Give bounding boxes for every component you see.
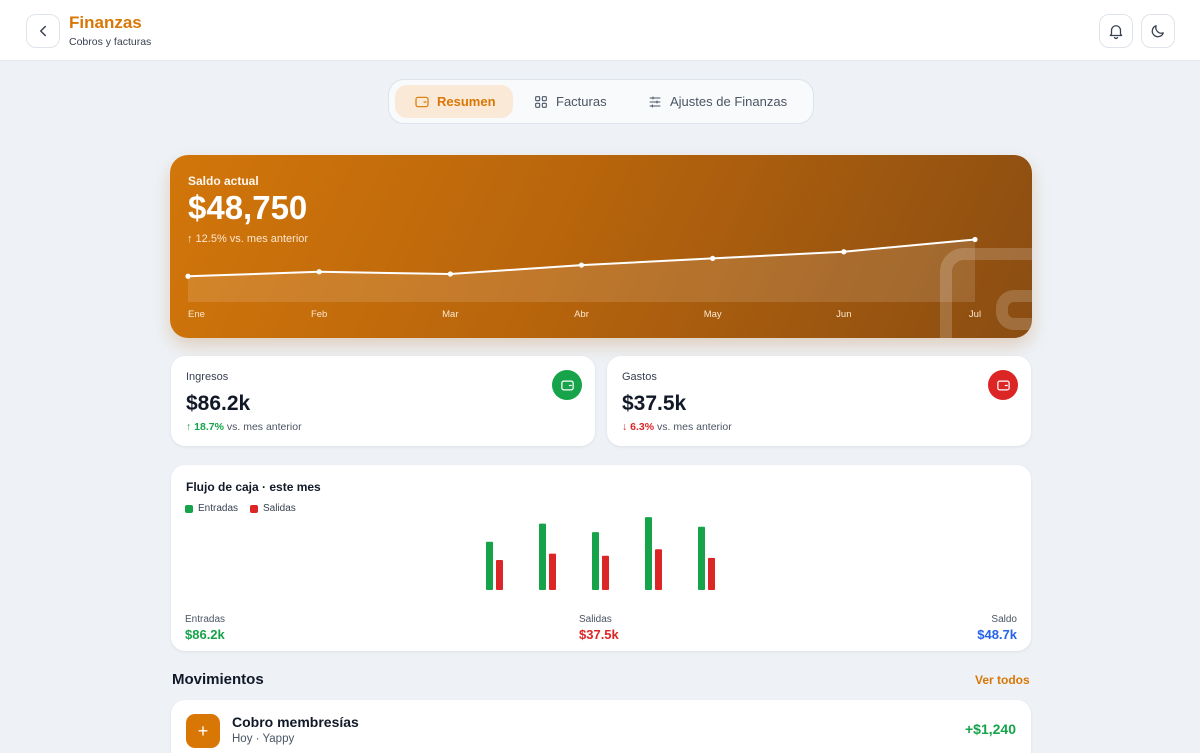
movements-title: Movimientos xyxy=(172,671,264,688)
balance-label: Saldo actual xyxy=(188,174,259,188)
expenses-change-suffix: vs. mes anterior xyxy=(657,421,732,433)
expenses-label: Gastos xyxy=(622,371,657,383)
expenses-change: ↓ 6.3% vs. mes anterior xyxy=(622,421,732,433)
legend-swatch-out xyxy=(250,504,258,513)
legend-out-label: Salidas xyxy=(263,503,296,514)
bar-salidas xyxy=(708,557,715,590)
summary-out-label: Salidas xyxy=(579,614,612,625)
balance-area xyxy=(188,239,975,302)
movement-amount: +$1,240 xyxy=(965,721,1016,737)
month-tick-label: Jul xyxy=(969,309,981,320)
legend-salidas: Salidas xyxy=(250,503,296,514)
tab-label: Facturas xyxy=(556,94,607,109)
month-tick-label: Abr xyxy=(574,309,589,320)
page-title: Finanzas xyxy=(69,13,142,32)
bar-salidas xyxy=(602,555,609,590)
balance-point xyxy=(447,271,453,277)
balance-point xyxy=(841,249,847,255)
income-change-suffix: vs. mes anterior xyxy=(226,421,302,433)
tab-label: Ajustes de Finanzas xyxy=(670,94,788,109)
income-label: Ingresos xyxy=(186,371,229,383)
balance-point xyxy=(710,255,716,262)
summary-out-value: $37.5k xyxy=(579,627,619,642)
balance-line-chart: Ene Feb Mar Abr May Jun Jul xyxy=(185,236,981,320)
month-tick-label: Feb xyxy=(311,309,327,320)
bar-entradas xyxy=(539,523,546,590)
legend-entradas: Entradas xyxy=(185,503,238,514)
movement-subtitle: Hoy · Yappy xyxy=(232,733,295,745)
month-tick-label: Mar xyxy=(442,309,458,320)
tab-facturas[interactable]: Facturas xyxy=(533,85,623,118)
plus-icon: + xyxy=(186,714,220,748)
expenses-value: $37.5k xyxy=(622,392,687,415)
bar-salidas xyxy=(496,560,503,590)
expenses-wallet-icon xyxy=(988,370,1018,400)
movement-item[interactable]: + Cobro membresías Hoy · Yappy +$1,240 xyxy=(171,700,1031,753)
income-value: $86.2k xyxy=(186,392,251,415)
cashflow-title: Flujo de caja · este mes xyxy=(186,480,321,494)
income-wallet-icon xyxy=(552,370,582,400)
legend-swatch-in xyxy=(185,504,193,513)
wallet-icon xyxy=(415,96,429,107)
bar-salidas xyxy=(655,549,662,590)
see-all-link[interactable]: Ver todos xyxy=(975,673,1030,687)
bar-entradas xyxy=(486,541,493,590)
cashflow-bar-chart xyxy=(486,517,715,590)
summary-balance-label: Saldo xyxy=(991,614,1017,625)
summary-balance-value: $48.7k xyxy=(977,627,1017,642)
grid-icon xyxy=(535,95,547,108)
back-icon xyxy=(40,25,46,37)
legend-in-label: Entradas xyxy=(198,503,239,514)
sliders-icon xyxy=(649,96,661,107)
balance-value: $48,750 xyxy=(188,189,308,226)
cashflow-card: Flujo de caja · este mes Entradas Salida… xyxy=(171,465,1031,651)
wallet-watermark-icon xyxy=(940,248,1032,338)
month-tick-label: May xyxy=(704,309,722,320)
page-subtitle: Cobros y facturas xyxy=(69,36,152,48)
income-change: ↑ 18.7% vs. mes anterior xyxy=(186,421,302,433)
income-card: Ingresos $86.2k ↑ 18.7% vs. mes anterior xyxy=(171,356,595,446)
month-tick-label: Jun xyxy=(836,309,851,320)
bar-entradas xyxy=(645,517,652,590)
tab-bar: Resumen Facturas Ajustes de Finanzas xyxy=(388,79,814,124)
month-tick-label: Ene xyxy=(188,309,205,320)
balance-card: Saldo actual $48,750 ↑ 12.5% vs. mes ant… xyxy=(170,155,1032,338)
back-button[interactable] xyxy=(26,14,60,48)
bar-entradas xyxy=(698,526,705,590)
notifications-button[interactable] xyxy=(1099,14,1133,48)
tab-ajustes[interactable]: Ajustes de Finanzas xyxy=(647,85,807,118)
balance-change: ↑ 12.5% vs. mes anterior xyxy=(187,233,309,245)
expenses-change-pct: ↓ 6.3% xyxy=(622,421,655,433)
summary-in-label: Entradas xyxy=(185,614,226,625)
bar-salidas xyxy=(549,553,556,590)
summary-in-value: $86.2k xyxy=(185,627,225,642)
balance-point xyxy=(972,236,978,243)
balance-point xyxy=(578,262,585,268)
app-header: Finanzas Cobros y facturas xyxy=(0,0,1200,61)
balance-point xyxy=(185,273,191,279)
moon-icon xyxy=(1151,25,1164,38)
income-change-pct: ↑ 18.7% xyxy=(186,421,224,433)
balance-point xyxy=(316,269,322,275)
tab-label: Resumen xyxy=(437,94,496,109)
movement-title: Cobro membresías xyxy=(232,714,359,730)
bar-entradas xyxy=(592,532,599,590)
expenses-card: Gastos $37.5k ↓ 6.3% vs. mes anterior xyxy=(607,356,1031,446)
theme-toggle-button[interactable] xyxy=(1141,14,1175,48)
bell-icon xyxy=(1109,25,1123,40)
tab-resumen[interactable]: Resumen xyxy=(395,85,513,118)
